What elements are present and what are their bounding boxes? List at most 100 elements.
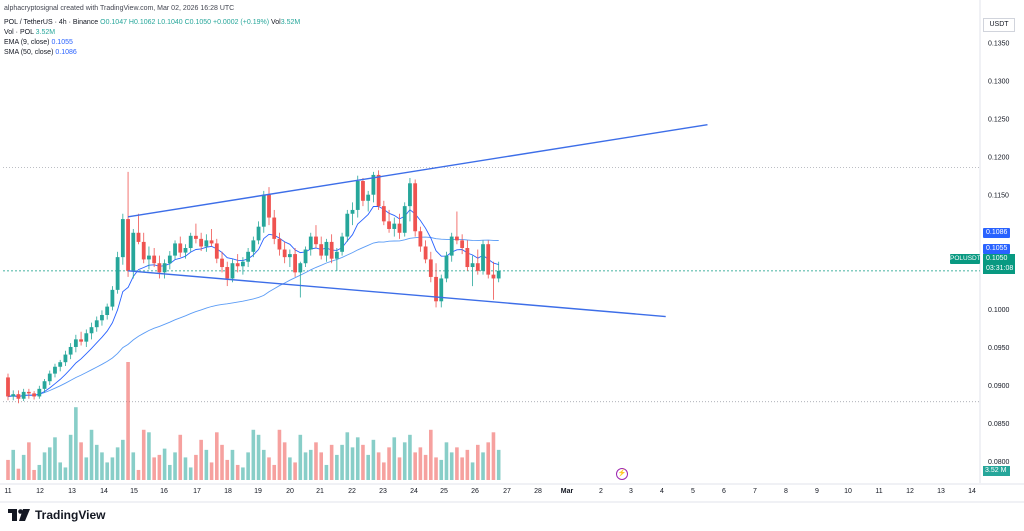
sma-line[interactable] bbox=[7, 236, 499, 397]
candle-body[interactable] bbox=[418, 231, 423, 247]
candle-body[interactable] bbox=[115, 257, 120, 290]
candle-body[interactable] bbox=[423, 246, 428, 260]
candle-body[interactable] bbox=[293, 254, 297, 273]
candle-body[interactable] bbox=[251, 240, 256, 252]
candle-body[interactable] bbox=[314, 236, 318, 245]
candle-body[interactable] bbox=[355, 181, 360, 210]
candle-body[interactable] bbox=[371, 174, 376, 195]
candle-body[interactable] bbox=[167, 255, 172, 264]
candle-body[interactable] bbox=[147, 255, 151, 260]
candle-body[interactable] bbox=[126, 219, 130, 271]
candle-body[interactable] bbox=[496, 270, 501, 279]
candle-body[interactable] bbox=[230, 263, 235, 279]
candle-body[interactable] bbox=[89, 327, 94, 334]
candle-body[interactable] bbox=[329, 241, 334, 259]
candle-body[interactable] bbox=[272, 217, 277, 239]
candle-body[interactable] bbox=[402, 206, 407, 233]
candle-body[interactable] bbox=[188, 235, 193, 248]
candle-body[interactable] bbox=[340, 236, 344, 252]
candle-body[interactable] bbox=[475, 263, 480, 271]
candle-body[interactable] bbox=[366, 194, 371, 201]
candle-body[interactable] bbox=[73, 339, 78, 347]
candle-body[interactable] bbox=[79, 339, 83, 342]
candle-body[interactable] bbox=[428, 259, 433, 277]
candle-body[interactable] bbox=[460, 240, 465, 248]
candle-body[interactable] bbox=[444, 255, 449, 279]
candle-body[interactable] bbox=[439, 278, 444, 302]
candle-body[interactable] bbox=[465, 248, 470, 268]
candle-body[interactable] bbox=[199, 238, 204, 247]
candle-body[interactable] bbox=[105, 306, 110, 315]
lightning-icon[interactable]: ⚡ bbox=[616, 468, 628, 480]
candle-body[interactable] bbox=[131, 232, 136, 271]
candle-body[interactable] bbox=[241, 261, 245, 267]
candle-body[interactable] bbox=[84, 333, 89, 342]
candle-body[interactable] bbox=[42, 381, 47, 389]
candle-body[interactable] bbox=[481, 244, 485, 271]
candle-body[interactable] bbox=[110, 289, 115, 307]
candle-body[interactable] bbox=[225, 267, 230, 279]
candle-body[interactable] bbox=[282, 249, 287, 258]
candle-body[interactable] bbox=[53, 366, 57, 374]
candle-body[interactable] bbox=[47, 373, 52, 382]
channel-lower-trendline[interactable] bbox=[128, 270, 666, 318]
currency-selector[interactable]: USDT bbox=[983, 18, 1015, 32]
candle-body[interactable] bbox=[256, 226, 261, 241]
candle-body[interactable] bbox=[136, 232, 141, 242]
candle-body[interactable] bbox=[214, 243, 219, 259]
volume-indicator-legend[interactable]: Vol · POL 3.52M bbox=[4, 28, 55, 37]
candle-body[interactable] bbox=[152, 255, 157, 264]
candle-body[interactable] bbox=[267, 194, 271, 218]
candle-body[interactable] bbox=[21, 391, 26, 399]
candle-body[interactable] bbox=[220, 258, 224, 268]
candle-body[interactable] bbox=[157, 263, 162, 273]
candle-body[interactable] bbox=[204, 240, 209, 247]
candle-body[interactable] bbox=[183, 248, 188, 253]
candle-body[interactable] bbox=[334, 251, 339, 259]
candle-body[interactable] bbox=[6, 377, 10, 397]
candle-body[interactable] bbox=[162, 263, 167, 273]
candle-body[interactable] bbox=[16, 394, 21, 399]
candle-body[interactable] bbox=[303, 249, 308, 264]
tradingview-logo[interactable]: TradingView bbox=[8, 507, 105, 523]
candle-body[interactable] bbox=[58, 362, 63, 367]
candle-body[interactable] bbox=[209, 240, 214, 244]
candle-body[interactable] bbox=[68, 346, 73, 355]
candle-body[interactable] bbox=[246, 251, 251, 262]
candle-body[interactable] bbox=[277, 238, 282, 250]
candle-body[interactable] bbox=[491, 274, 496, 279]
candle-body[interactable] bbox=[26, 391, 31, 394]
candle-body[interactable] bbox=[178, 243, 183, 253]
candle-body[interactable] bbox=[376, 174, 381, 207]
candle-body[interactable] bbox=[298, 263, 303, 273]
candle-body[interactable] bbox=[319, 244, 324, 256]
candle-body[interactable] bbox=[308, 236, 313, 250]
candle-body[interactable] bbox=[235, 263, 240, 267]
candle-body[interactable] bbox=[350, 209, 355, 214]
candle-body[interactable] bbox=[173, 243, 177, 256]
ema-line[interactable] bbox=[7, 205, 499, 397]
candle-body[interactable] bbox=[408, 183, 412, 207]
candle-body[interactable] bbox=[392, 223, 397, 229]
sma-legend[interactable]: SMA (50, close) 0.1086 bbox=[4, 48, 77, 57]
candle-body[interactable] bbox=[381, 206, 386, 222]
candle-body[interactable] bbox=[387, 221, 391, 229]
candle-body[interactable] bbox=[32, 393, 36, 397]
candle-body[interactable] bbox=[261, 194, 266, 227]
candle-body[interactable] bbox=[63, 354, 68, 363]
candle-body[interactable] bbox=[194, 235, 198, 239]
candle-body[interactable] bbox=[345, 213, 350, 237]
candle-body[interactable] bbox=[287, 254, 292, 258]
candle-body[interactable] bbox=[449, 236, 454, 256]
candle-body[interactable] bbox=[11, 394, 16, 397]
candle-body[interactable] bbox=[120, 219, 125, 258]
candle-body[interactable] bbox=[94, 320, 99, 328]
candle-body[interactable] bbox=[37, 388, 42, 397]
candle-body[interactable] bbox=[486, 244, 491, 275]
candle-body[interactable] bbox=[455, 236, 459, 241]
candle-body[interactable] bbox=[413, 183, 418, 232]
candle-body[interactable] bbox=[324, 241, 329, 256]
candle-body[interactable] bbox=[361, 181, 365, 201]
candle-body[interactable] bbox=[397, 223, 402, 233]
